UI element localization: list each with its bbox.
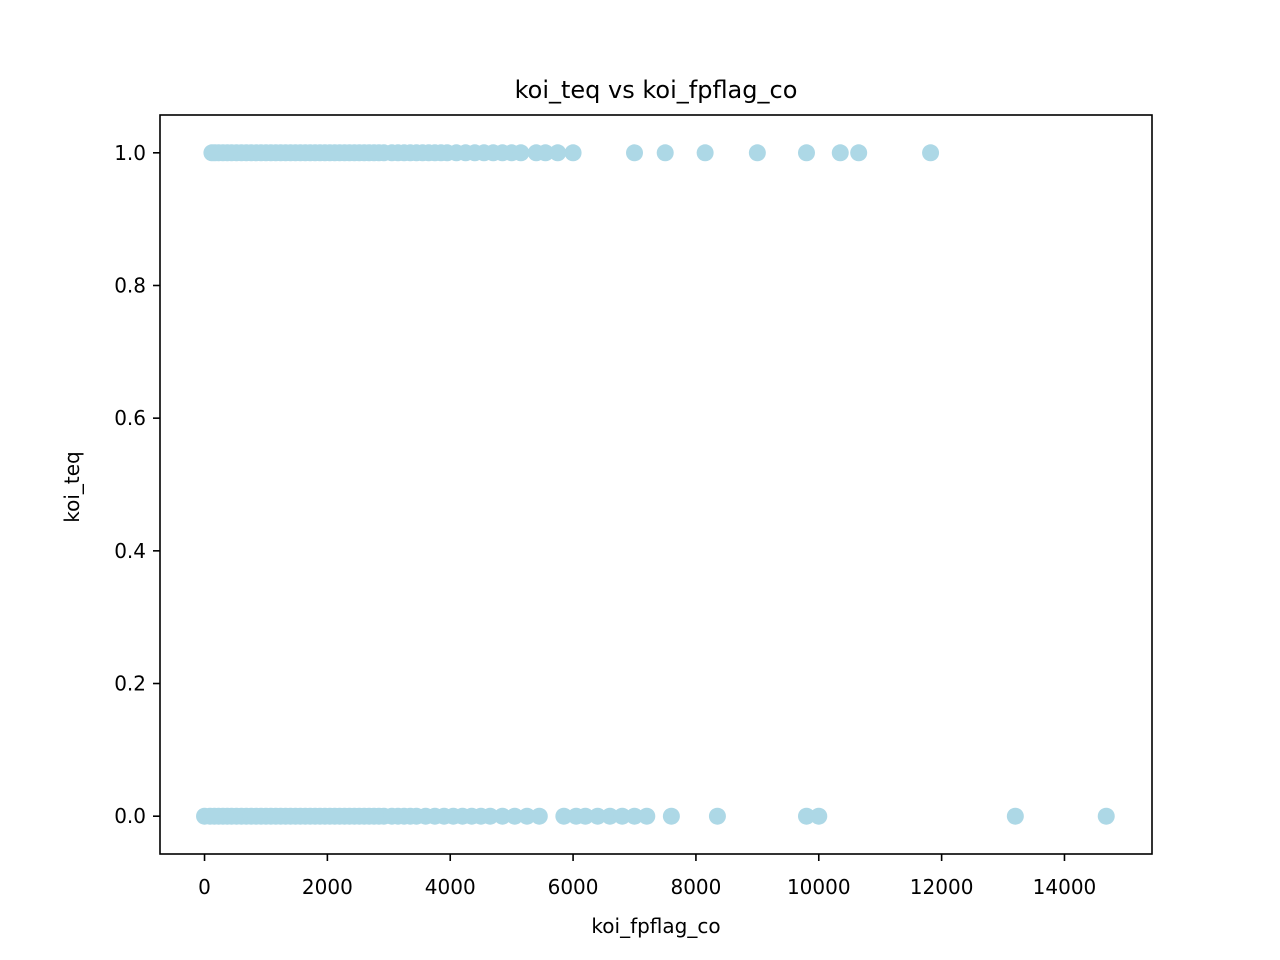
x-tick-label: 6000 xyxy=(548,875,599,899)
scatter-point xyxy=(589,807,607,825)
scatter-point xyxy=(696,144,714,162)
scatter-point xyxy=(512,144,530,162)
scatter-point xyxy=(506,807,524,825)
scatter-point xyxy=(530,807,548,825)
scatter-point xyxy=(656,144,674,162)
x-tick-label: 12000 xyxy=(910,875,974,899)
scatter-point xyxy=(481,807,499,825)
scatter-point xyxy=(576,807,594,825)
x-tick-label: 2000 xyxy=(302,875,353,899)
scatter-point xyxy=(662,807,680,825)
scatter-point xyxy=(748,144,766,162)
data-points xyxy=(196,144,1115,825)
y-axis-label: koi_teq xyxy=(60,451,84,523)
y-tick-label: 0.6 xyxy=(114,406,146,430)
x-tick-label: 10000 xyxy=(787,875,851,899)
scatter-point xyxy=(555,807,573,825)
y-tick-label: 0.0 xyxy=(114,804,146,828)
scatter-point xyxy=(626,807,643,825)
chart-title: koi_teq vs koi_fpflag_co xyxy=(515,76,798,104)
x-tick-label: 0 xyxy=(198,875,211,899)
scatter-point xyxy=(810,807,828,825)
y-tick-label: 0.8 xyxy=(114,273,146,297)
scatter-point xyxy=(638,807,656,825)
scatter-point xyxy=(831,144,849,162)
scatter-point xyxy=(850,144,868,162)
scatter-point xyxy=(613,807,631,825)
scatter-point xyxy=(1097,807,1115,825)
scatter-point xyxy=(536,144,554,162)
y-tick-label: 1.0 xyxy=(114,141,146,165)
scatter-point xyxy=(708,807,726,825)
scatter-point xyxy=(518,807,536,825)
scatter-point xyxy=(549,144,567,162)
y-tick-label: 0.2 xyxy=(114,672,146,696)
scatter-point xyxy=(564,144,582,162)
x-tick-label: 14000 xyxy=(1033,875,1097,899)
scatter-point xyxy=(797,807,815,825)
x-tick-label: 8000 xyxy=(670,875,721,899)
y-axis-ticks: 0.0 0.2 0.4 0.6 0.8 1.0 xyxy=(114,141,160,828)
y-tick-label: 0.4 xyxy=(114,539,146,563)
x-axis-ticks: 0 2000 4000 6000 8000 10000 12000 14000 xyxy=(198,854,1096,899)
plot-area-frame xyxy=(159,114,1153,855)
scatter-point xyxy=(493,807,511,825)
scatter-point xyxy=(601,807,619,825)
scatter-point xyxy=(626,144,643,162)
scatter-point xyxy=(922,144,940,162)
x-tick-label: 4000 xyxy=(425,875,476,899)
x-axis-label: koi_fpflag_co xyxy=(591,914,720,938)
scatter-point xyxy=(797,144,815,162)
scatter-point xyxy=(1006,807,1024,825)
